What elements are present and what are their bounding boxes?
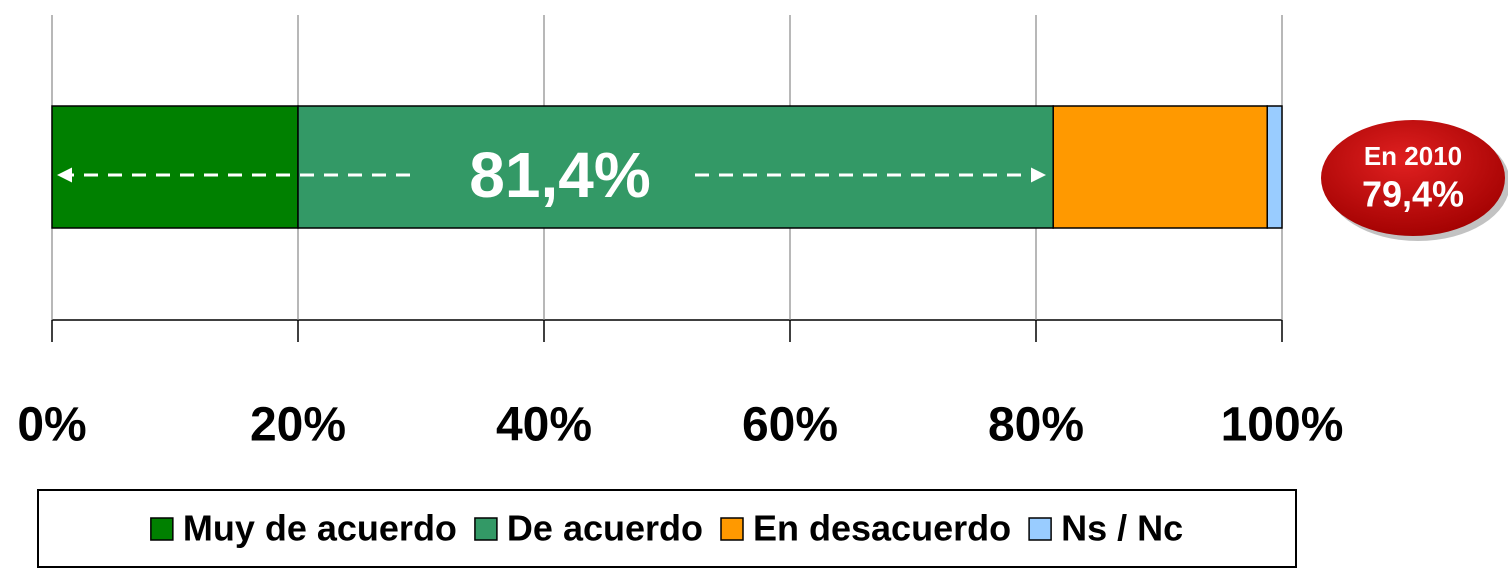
legend-swatch	[720, 517, 744, 541]
x-tick-label: 80%	[988, 399, 1084, 452]
annotation: 81,4%	[469, 139, 650, 211]
bars	[51, 105, 1283, 229]
legend-label: De acuerdo	[507, 508, 703, 549]
x-tick-label: 60%	[742, 399, 838, 452]
x-tick-label: 40%	[496, 399, 592, 452]
legend-label: Muy de acuerdo	[183, 508, 457, 549]
grid: 0% 20% 40% 60% 80% 100%	[17, 15, 1343, 452]
callout-value: 79,4%	[1362, 174, 1464, 215]
legend-swatch	[1028, 517, 1052, 541]
bar-segment	[1266, 105, 1283, 229]
legend: Muy de acuerdo De acuerdo En desacuerdo Ns …	[150, 508, 1183, 549]
bar-segment	[51, 105, 299, 229]
x-tick-label: 0%	[17, 399, 86, 452]
legend-label: Ns / Nc	[1061, 508, 1183, 549]
legend-box	[37, 489, 1297, 568]
x-tick-label: 100%	[1221, 399, 1344, 452]
x-tick-label: 20%	[250, 399, 346, 452]
legend-label: En desacuerdo	[753, 508, 1011, 549]
legend-swatch	[150, 517, 174, 541]
callout-line: En 2010	[1364, 141, 1462, 171]
legend-swatch	[474, 517, 498, 541]
bar-segment	[1052, 105, 1268, 229]
bar-segment	[297, 105, 1054, 229]
callout	[1321, 120, 1505, 236]
